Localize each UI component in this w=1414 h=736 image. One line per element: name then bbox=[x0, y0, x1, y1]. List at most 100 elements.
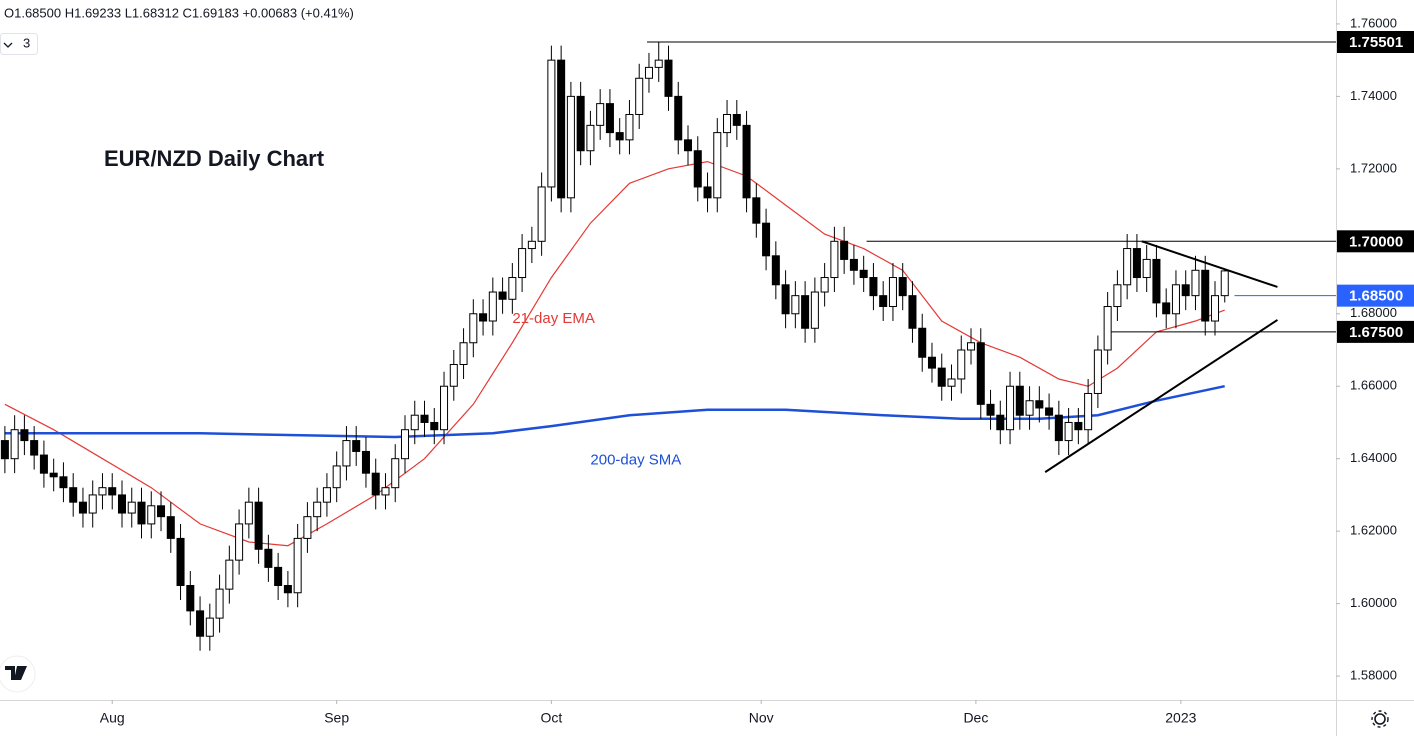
y-tick-label: 1.58000 bbox=[1350, 668, 1397, 683]
candle-body bbox=[927, 356, 936, 369]
candle-body bbox=[293, 537, 302, 594]
candle-body bbox=[1084, 392, 1093, 431]
candle-body bbox=[59, 476, 68, 489]
y-tick-label: 1.62000 bbox=[1350, 523, 1397, 538]
candle-body bbox=[1152, 258, 1161, 304]
candle-body bbox=[400, 429, 410, 460]
candle-body bbox=[371, 472, 380, 496]
level-badge bbox=[1337, 320, 1414, 343]
x-tick-label: Nov bbox=[749, 710, 774, 726]
candle-body bbox=[1201, 269, 1210, 322]
candle-body bbox=[1171, 284, 1180, 315]
candle-body bbox=[176, 537, 185, 587]
candle-body bbox=[1113, 284, 1122, 308]
plot: 21-day EMA 200-day SMA bbox=[0, 41, 1336, 651]
candle-body bbox=[654, 59, 663, 68]
candle-body bbox=[703, 186, 712, 199]
candle-body bbox=[888, 277, 897, 308]
candle-body bbox=[1220, 270, 1229, 297]
level-label: 1.68500 bbox=[1349, 288, 1403, 305]
candle-body bbox=[10, 429, 19, 460]
candle-body bbox=[137, 501, 146, 525]
candle-body bbox=[186, 585, 195, 612]
indicator-label: 21-day EMA bbox=[512, 310, 595, 327]
trendline bbox=[1141, 240, 1278, 288]
candle-body bbox=[957, 349, 966, 380]
candle-body bbox=[732, 113, 741, 126]
candle-body bbox=[840, 240, 849, 260]
candle-body bbox=[586, 124, 595, 152]
candle-body bbox=[683, 139, 693, 152]
candle-body bbox=[713, 132, 722, 199]
candle-body bbox=[449, 363, 458, 387]
candle-body bbox=[459, 342, 468, 365]
y-tick-label: 1.68000 bbox=[1350, 305, 1397, 320]
candle-body bbox=[566, 95, 575, 199]
candle-body bbox=[742, 124, 751, 199]
candle-body bbox=[420, 414, 429, 423]
candle-body bbox=[752, 197, 761, 224]
candle-body bbox=[283, 585, 292, 594]
level-badge bbox=[1337, 30, 1414, 53]
candle-body bbox=[1132, 248, 1141, 279]
candle-body bbox=[1191, 269, 1200, 297]
indicator-line bbox=[4, 384, 1225, 439]
candle-body bbox=[205, 617, 214, 637]
candle-body bbox=[225, 559, 234, 590]
candle-body bbox=[605, 103, 614, 134]
candle-body bbox=[381, 487, 390, 496]
candle-body bbox=[937, 367, 946, 387]
chart-title: EUR/NZD Daily Chart bbox=[104, 146, 325, 171]
candle-body bbox=[810, 291, 819, 329]
candle-body bbox=[88, 494, 97, 514]
candle-body bbox=[1093, 349, 1102, 394]
candle-body bbox=[508, 277, 517, 300]
candle-body bbox=[157, 505, 166, 518]
indicator-toggle[interactable] bbox=[0, 33, 38, 55]
candle-body bbox=[1025, 400, 1034, 416]
candle-body bbox=[196, 610, 205, 637]
candle-body bbox=[342, 440, 351, 467]
settings-icon[interactable] bbox=[1371, 710, 1389, 728]
candle-body bbox=[313, 501, 322, 518]
candle-body bbox=[664, 59, 673, 97]
candle-body bbox=[1142, 258, 1151, 279]
candle-body bbox=[996, 414, 1005, 431]
candle-body bbox=[332, 465, 341, 489]
candle-body bbox=[1006, 385, 1015, 431]
candle-body bbox=[274, 566, 283, 587]
level-label: 1.67500 bbox=[1349, 324, 1403, 341]
candle-body bbox=[1181, 284, 1190, 297]
candle-body bbox=[918, 327, 927, 358]
candle-body bbox=[1045, 407, 1054, 416]
y-tick-label: 1.76000 bbox=[1350, 15, 1397, 30]
candle-body bbox=[78, 501, 87, 514]
candle-body bbox=[1103, 306, 1112, 351]
trendline bbox=[1044, 319, 1278, 473]
candle-body bbox=[596, 103, 605, 126]
candle-body bbox=[693, 150, 702, 188]
candle-body bbox=[849, 258, 858, 271]
candle-body bbox=[547, 59, 556, 188]
y-tick-label: 1.72000 bbox=[1350, 160, 1397, 175]
candle-body bbox=[762, 222, 771, 257]
candle-body bbox=[469, 313, 478, 344]
candle-body bbox=[771, 255, 780, 286]
candle-body bbox=[391, 458, 400, 489]
candle-body bbox=[479, 313, 488, 322]
candle-body bbox=[518, 248, 527, 279]
candle-body bbox=[908, 295, 917, 329]
candle-body bbox=[98, 487, 107, 496]
candle-body bbox=[527, 240, 536, 250]
candle-body bbox=[440, 385, 449, 431]
candle-body bbox=[1074, 421, 1083, 431]
candle-body bbox=[361, 450, 370, 474]
level-badge bbox=[1337, 284, 1414, 307]
level-badge bbox=[1337, 230, 1414, 253]
candle-body bbox=[108, 487, 117, 496]
candle-body bbox=[264, 548, 273, 568]
candle-body bbox=[1123, 248, 1132, 286]
indicator-label: 200-day SMA bbox=[590, 451, 681, 468]
candle-body bbox=[235, 523, 244, 561]
candle-body bbox=[898, 277, 907, 297]
